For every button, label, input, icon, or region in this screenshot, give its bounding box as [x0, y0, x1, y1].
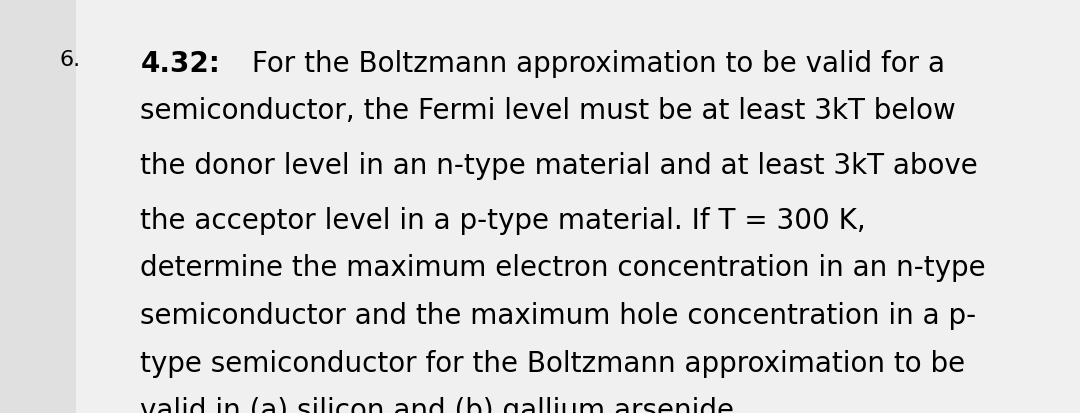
Text: determine the maximum electron concentration in an n-type: determine the maximum electron concentra… [140, 254, 986, 282]
Text: the donor level in an n-type material and at least 3kT above: the donor level in an n-type material an… [140, 152, 978, 180]
Text: semiconductor and the maximum hole concentration in a p-: semiconductor and the maximum hole conce… [140, 301, 976, 329]
FancyBboxPatch shape [76, 0, 1080, 413]
Text: type semiconductor for the Boltzmann approximation to be: type semiconductor for the Boltzmann app… [140, 349, 966, 377]
Text: For the Boltzmann approximation to be valid for a: For the Boltzmann approximation to be va… [243, 50, 945, 78]
Text: 6.: 6. [59, 50, 81, 69]
Text: semiconductor, the Fermi level must be at least 3kT below: semiconductor, the Fermi level must be a… [140, 97, 956, 125]
Text: the acceptor level in a p-type material. If T = 300 K,: the acceptor level in a p-type material.… [140, 206, 866, 234]
Text: 4.32:: 4.32: [140, 50, 220, 78]
Text: valid in (a) silicon and (b) gallium arsenide.: valid in (a) silicon and (b) gallium ars… [140, 396, 743, 413]
